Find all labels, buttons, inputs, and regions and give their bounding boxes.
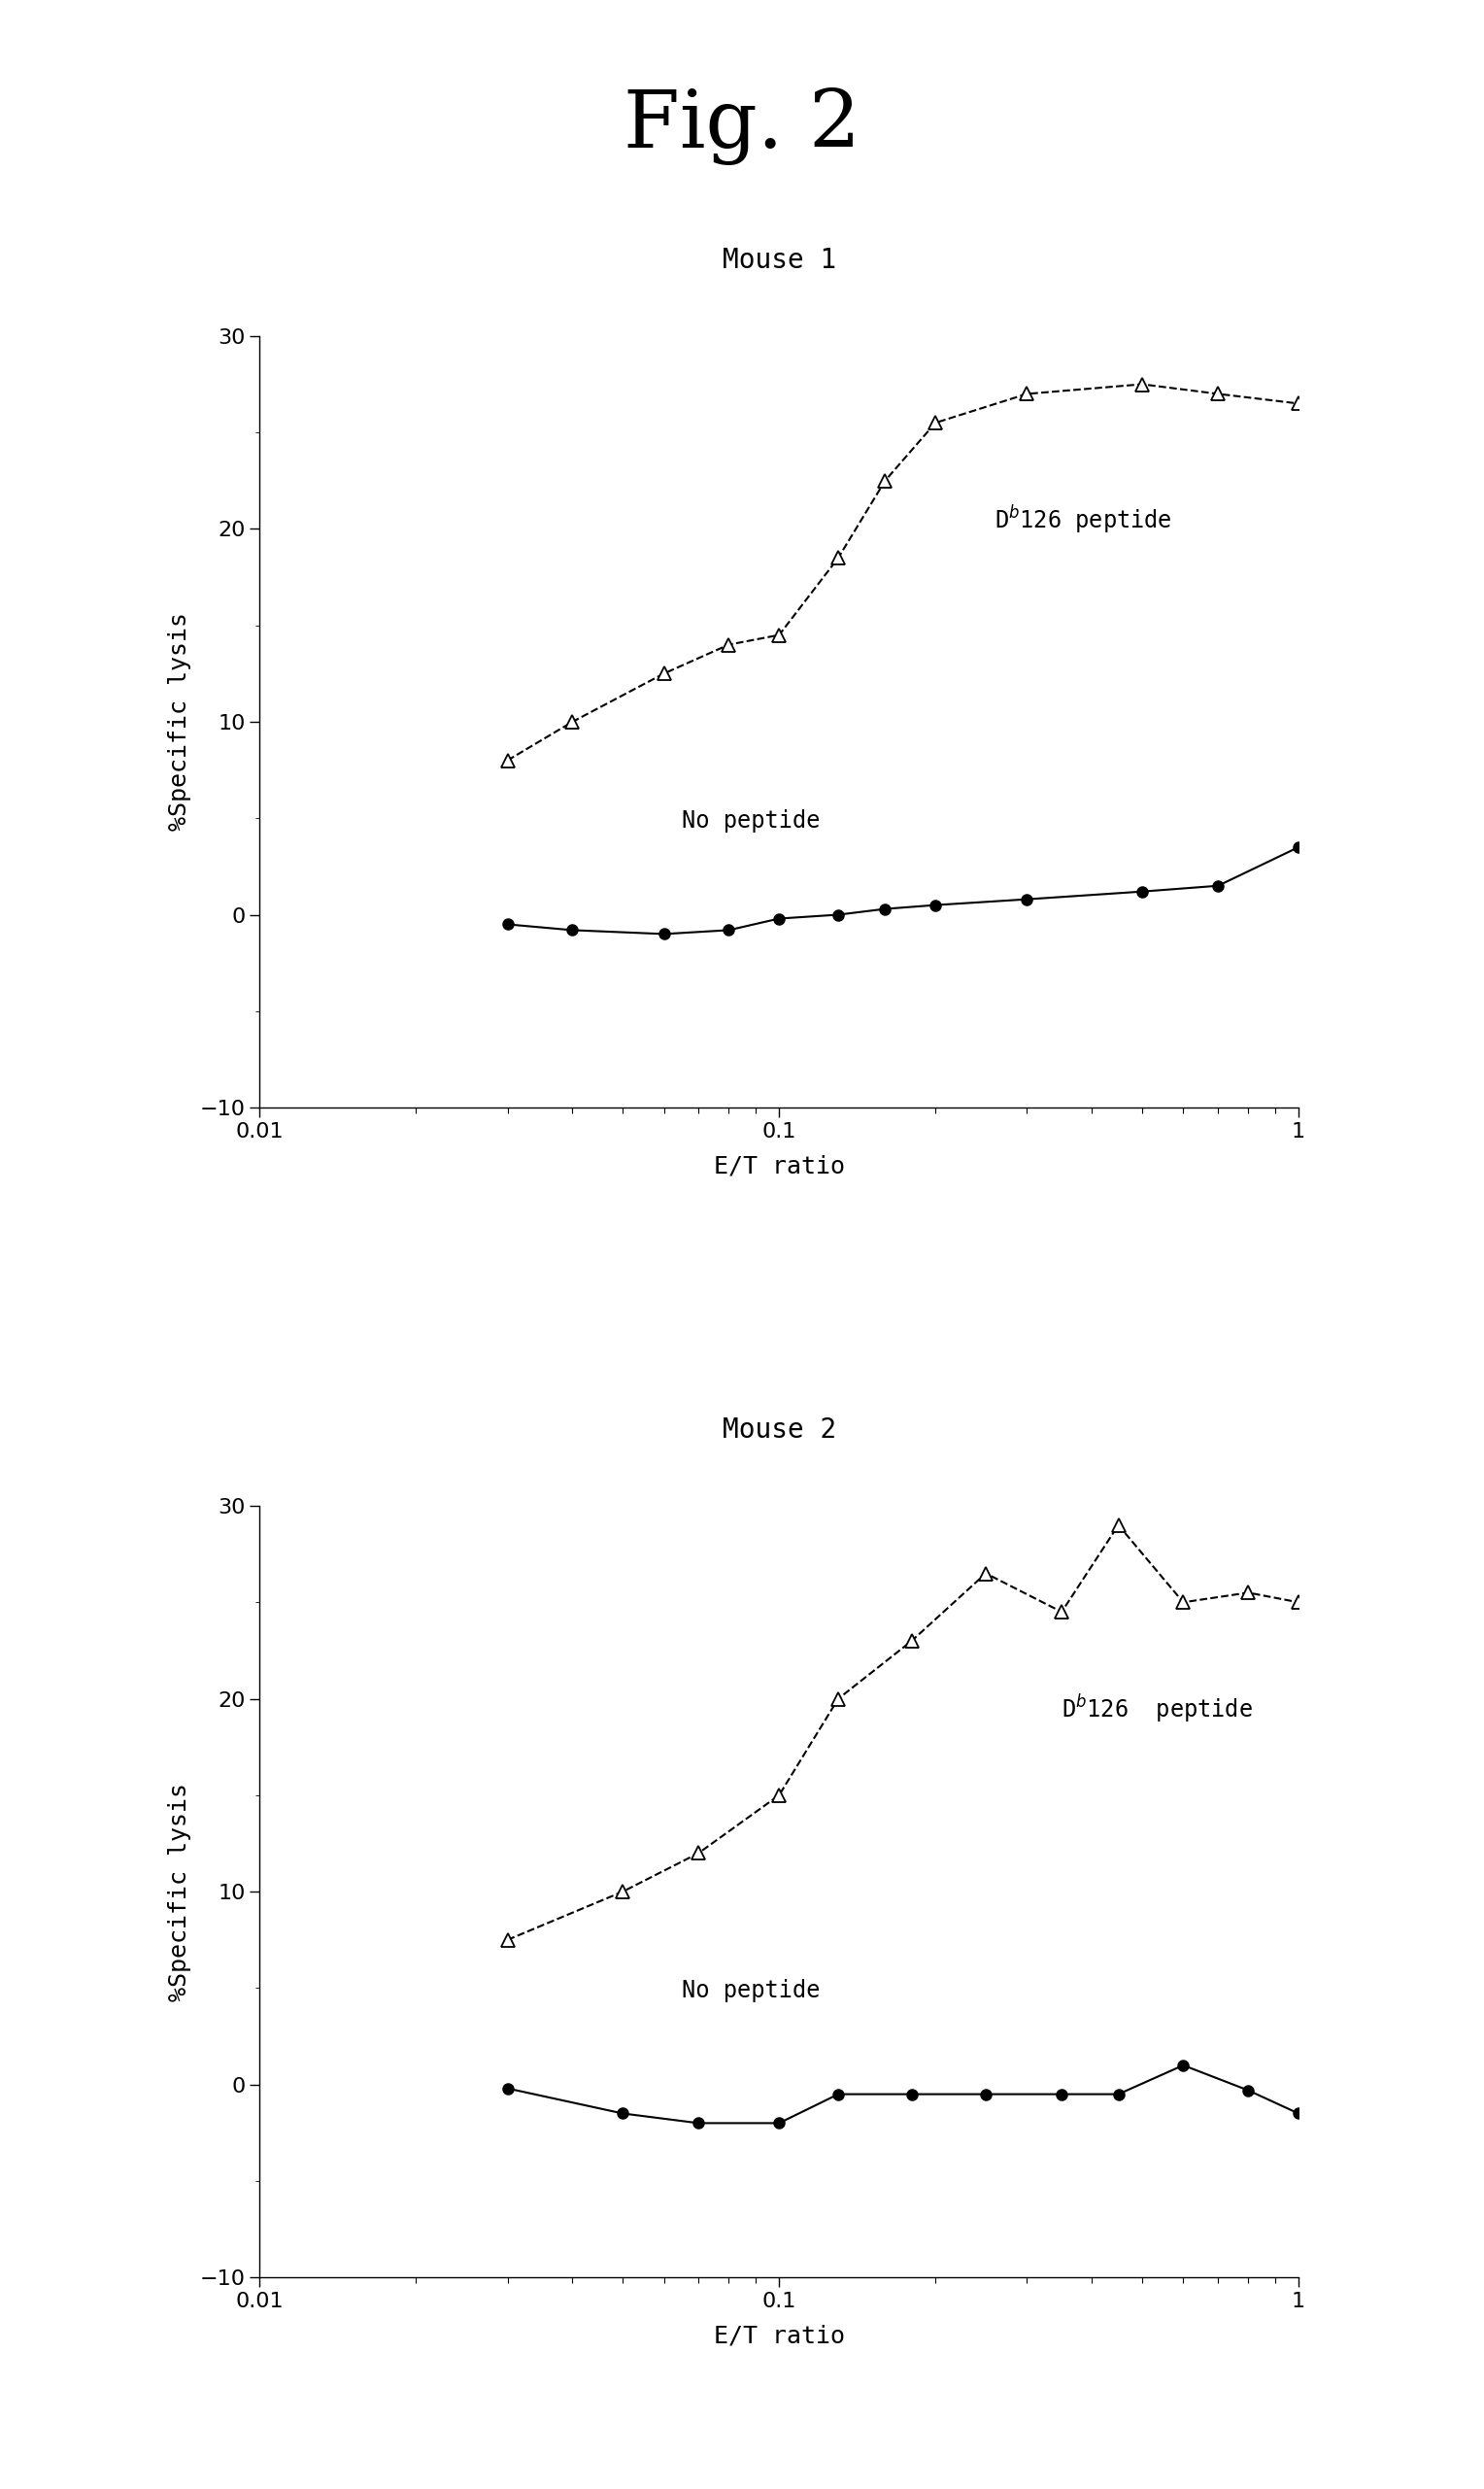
- Text: Mouse 2: Mouse 2: [723, 1416, 835, 1444]
- X-axis label: E/T ratio: E/T ratio: [714, 1155, 844, 1177]
- Text: Mouse 1: Mouse 1: [723, 246, 835, 274]
- Text: No peptide: No peptide: [683, 1979, 821, 2004]
- Text: No peptide: No peptide: [683, 809, 821, 834]
- Y-axis label: %Specific lysis: %Specific lysis: [169, 612, 191, 831]
- Text: Fig. 2: Fig. 2: [623, 87, 861, 164]
- Text: D$^b$126 peptide: D$^b$126 peptide: [994, 503, 1172, 538]
- Text: D$^b$126  peptide: D$^b$126 peptide: [1061, 1693, 1252, 1725]
- X-axis label: E/T ratio: E/T ratio: [714, 2325, 844, 2347]
- Y-axis label: %Specific lysis: %Specific lysis: [169, 1782, 191, 2001]
